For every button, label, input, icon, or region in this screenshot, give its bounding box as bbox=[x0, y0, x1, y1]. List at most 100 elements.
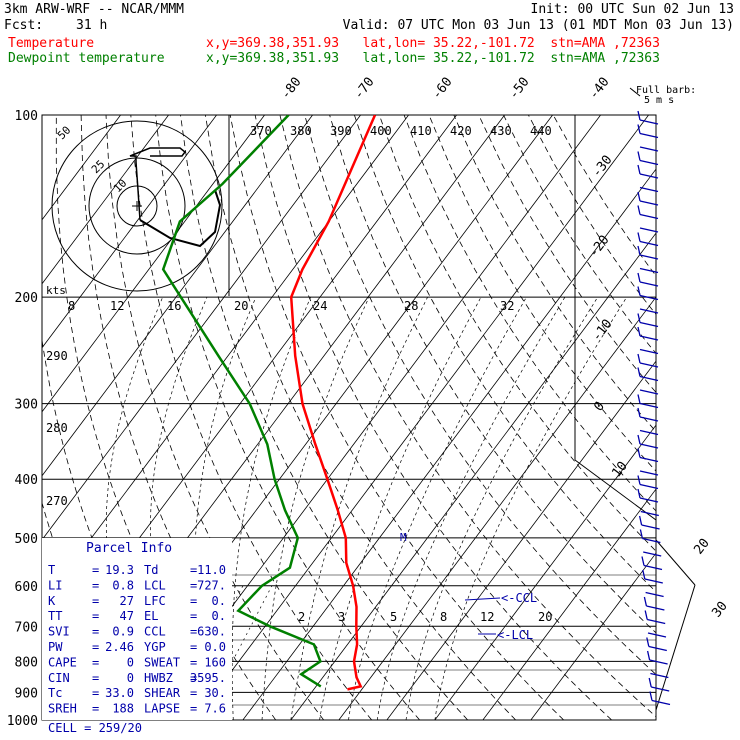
parcel-label: LAPSE bbox=[144, 702, 180, 716]
parcel-cell: CELL = 259/20 bbox=[48, 721, 142, 735]
mixing-ratio-label: 3 bbox=[338, 610, 345, 624]
parcel-label: SREH bbox=[48, 702, 77, 716]
theta-label: 420 bbox=[450, 124, 472, 138]
speed-axis-label: 8 bbox=[68, 299, 75, 313]
pressure-label: 1000 bbox=[7, 714, 38, 729]
wind-barb bbox=[639, 159, 659, 166]
temperature-location: x,y=369.38,351.93 lat,lon= 35.22,-101.72… bbox=[206, 36, 660, 51]
parcel-equals: = bbox=[190, 625, 197, 639]
wind-barb-flag bbox=[637, 407, 641, 418]
hodograph-ring-label: 50 bbox=[55, 124, 74, 143]
speed-axis-label: 32 bbox=[500, 299, 514, 313]
isotherm-line bbox=[242, 168, 656, 720]
moist-adiabat bbox=[290, 296, 428, 720]
wind-barb-flag bbox=[646, 650, 651, 661]
wind-barb-flag bbox=[637, 272, 641, 283]
wind-barb bbox=[639, 335, 659, 341]
wind-barb bbox=[639, 443, 659, 449]
wind-barb-flag bbox=[642, 569, 646, 580]
wind-barb bbox=[650, 672, 669, 679]
isotherm-line bbox=[386, 360, 656, 720]
wind-barb bbox=[639, 254, 659, 260]
wind-barb bbox=[639, 186, 659, 193]
wind-barb-flag bbox=[641, 556, 645, 566]
wind-barb-flag bbox=[637, 394, 641, 404]
dry-adiabat bbox=[254, 115, 612, 720]
parcel-equals: = bbox=[190, 640, 197, 654]
mixing-ratio-label: 5 bbox=[390, 610, 397, 624]
moist-marker: M bbox=[400, 531, 407, 544]
parcel-value: 0 bbox=[127, 671, 134, 685]
speed-axis-label: 24 bbox=[313, 299, 327, 313]
pressure-label: 300 bbox=[15, 398, 38, 413]
moist-adiabat bbox=[376, 296, 566, 720]
diagram-grid bbox=[42, 115, 656, 720]
wind-barb bbox=[646, 605, 665, 611]
init-time: Init: 00 UTC Sun 02 Jun 13 bbox=[530, 2, 735, 17]
parcel-equals: = bbox=[92, 671, 99, 685]
moist-adiabat bbox=[231, 296, 311, 720]
parcel-label: SWEAT bbox=[144, 655, 180, 669]
dry-adiabat bbox=[205, 115, 516, 720]
parcel-label: TT bbox=[48, 609, 62, 623]
speed-axis-label: 12 bbox=[110, 299, 124, 313]
isotherm-label: 0 bbox=[591, 399, 608, 414]
isotherm-line bbox=[290, 232, 656, 720]
dry-adiabat bbox=[428, 115, 656, 472]
parcel-value: 27 bbox=[120, 594, 134, 608]
wind-barb bbox=[639, 294, 659, 301]
parcel-value: 0. bbox=[212, 594, 226, 608]
hodograph-ring bbox=[88, 157, 186, 255]
dry-adiabat bbox=[329, 115, 656, 634]
wind-barbs bbox=[637, 110, 671, 706]
parcel-label: Tc bbox=[48, 686, 62, 700]
wind-barb-flag bbox=[637, 353, 641, 364]
wind-barb-flag bbox=[637, 434, 641, 445]
wind-barb bbox=[639, 375, 659, 382]
wind-barb bbox=[639, 470, 659, 476]
parcel-value: 630. bbox=[197, 625, 226, 639]
isotherm-label: -60 bbox=[429, 75, 455, 103]
wind-barb-flag bbox=[646, 637, 650, 647]
hodograph-trace bbox=[139, 189, 222, 248]
parcel-equals: = bbox=[190, 686, 197, 700]
inner-border bbox=[574, 459, 657, 521]
pressure-label: 800 bbox=[15, 655, 38, 670]
full-barb-value: 5 m s bbox=[644, 95, 674, 106]
isotherm-label: -70 bbox=[351, 75, 377, 103]
dry-adiabat bbox=[552, 115, 656, 277]
full-barb-label: Full barb: bbox=[636, 85, 696, 96]
isotherm-label: 20 bbox=[691, 536, 712, 558]
wind-barb bbox=[639, 132, 659, 139]
parcel-equals: = bbox=[92, 578, 99, 592]
parcel-label: CCL bbox=[144, 625, 166, 639]
wind-barb-flag bbox=[637, 286, 641, 296]
barb-panel-border bbox=[655, 584, 696, 711]
parcel-value: 47 bbox=[120, 609, 134, 623]
isotherm-line bbox=[482, 488, 656, 720]
model-title: 3km ARW-WRF -- NCAR/MMM bbox=[4, 2, 185, 17]
parcel-value: 7.6 bbox=[204, 702, 226, 716]
theta-label: 370 bbox=[250, 124, 272, 138]
dewpoint-location: x,y=369.38,351.93 lat,lon= 35.22,-101.72… bbox=[206, 51, 660, 66]
parcel-label: SHEAR bbox=[144, 686, 181, 700]
mixing-ratio-label: 2 bbox=[298, 610, 305, 624]
valid-time: Valid: 07 UTC Mon 03 Jun 13 (01 MDT Mon … bbox=[342, 18, 734, 33]
theta-label: 380 bbox=[290, 124, 312, 138]
wind-barb-flag bbox=[637, 151, 641, 161]
forecast-label: Fcst: bbox=[4, 18, 44, 33]
parcel-title: Parcel Info bbox=[86, 541, 172, 556]
wind-barb-flag bbox=[637, 313, 641, 323]
theta-label: 270 bbox=[46, 494, 68, 508]
ccl-marker bbox=[464, 597, 501, 601]
parcel-equals: = bbox=[92, 686, 99, 700]
wind-barb-flag bbox=[643, 596, 648, 607]
wind-barb bbox=[641, 524, 660, 530]
parcel-equals: = bbox=[92, 640, 99, 654]
dry-adiabat bbox=[528, 115, 656, 316]
parcel-equals: = bbox=[190, 609, 197, 623]
theta-label: 430 bbox=[490, 124, 512, 138]
wind-barb bbox=[643, 564, 663, 571]
wind-barb-flag bbox=[637, 367, 641, 377]
wind-barb bbox=[639, 173, 659, 179]
